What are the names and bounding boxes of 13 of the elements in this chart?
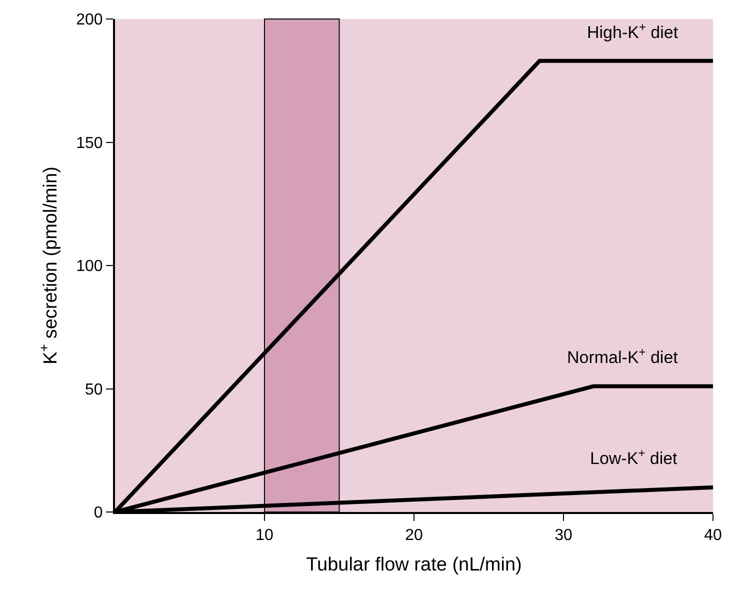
x-tick-label: 20 [405, 527, 423, 544]
x-tick-label: 10 [256, 527, 274, 544]
x-tick-label: 40 [704, 527, 722, 544]
series-label: Low-K$^{+}$ diet [590, 446, 678, 468]
x-axis-title: Tubular flow rate (nL/min) [306, 554, 522, 576]
y-tick-label: 150 [76, 134, 103, 152]
series-label: High-K$^{+}$ diet [587, 20, 678, 42]
y-tick-label: 200 [76, 12, 103, 29]
y-tick-label: 100 [76, 258, 103, 276]
y-tick-label: 0 [94, 504, 103, 522]
x-tick-label: 30 [554, 527, 572, 544]
series-label: Normal-K$^{+}$ diet [567, 345, 678, 368]
y-tick-label: 50 [85, 381, 103, 398]
